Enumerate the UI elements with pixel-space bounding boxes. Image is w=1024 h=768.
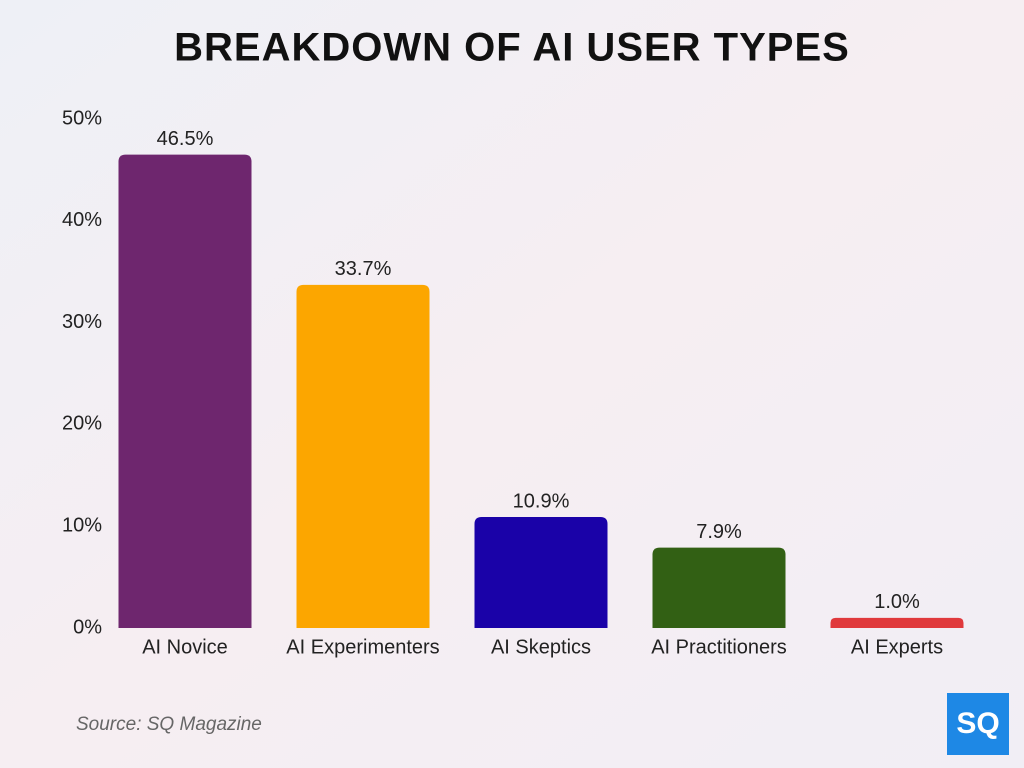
y-tick-label: 0% xyxy=(73,616,102,638)
value-label: 1.0% xyxy=(874,591,920,613)
bar xyxy=(652,547,786,628)
y-tick-label: 20% xyxy=(62,413,102,435)
bar xyxy=(118,154,252,628)
value-label: 46.5% xyxy=(157,128,214,150)
y-tick-label: 10% xyxy=(62,514,102,536)
x-tick-label: AI Skeptics xyxy=(491,636,591,658)
x-tick-label: AI Practitioners xyxy=(651,636,787,658)
value-label: 33.7% xyxy=(335,258,392,280)
logo: SQ xyxy=(956,707,999,740)
logo-box xyxy=(947,693,1009,755)
y-tick-label: 50% xyxy=(62,107,102,129)
x-tick-label: AI Experts xyxy=(851,636,943,658)
bar xyxy=(296,284,430,628)
value-label: 10.9% xyxy=(513,490,570,512)
chart-title: BREAKDOWN OF AI USER TYPES xyxy=(174,26,850,70)
y-tick-label: 30% xyxy=(62,311,102,333)
x-tick-label: AI Novice xyxy=(142,636,228,658)
bar xyxy=(830,617,964,628)
y-tick-label: 40% xyxy=(62,209,102,231)
bar xyxy=(474,517,608,628)
value-label: 7.9% xyxy=(696,521,742,543)
x-tick-label: AI Experimenters xyxy=(286,636,439,658)
source: Source: SQ Magazine xyxy=(76,714,262,735)
